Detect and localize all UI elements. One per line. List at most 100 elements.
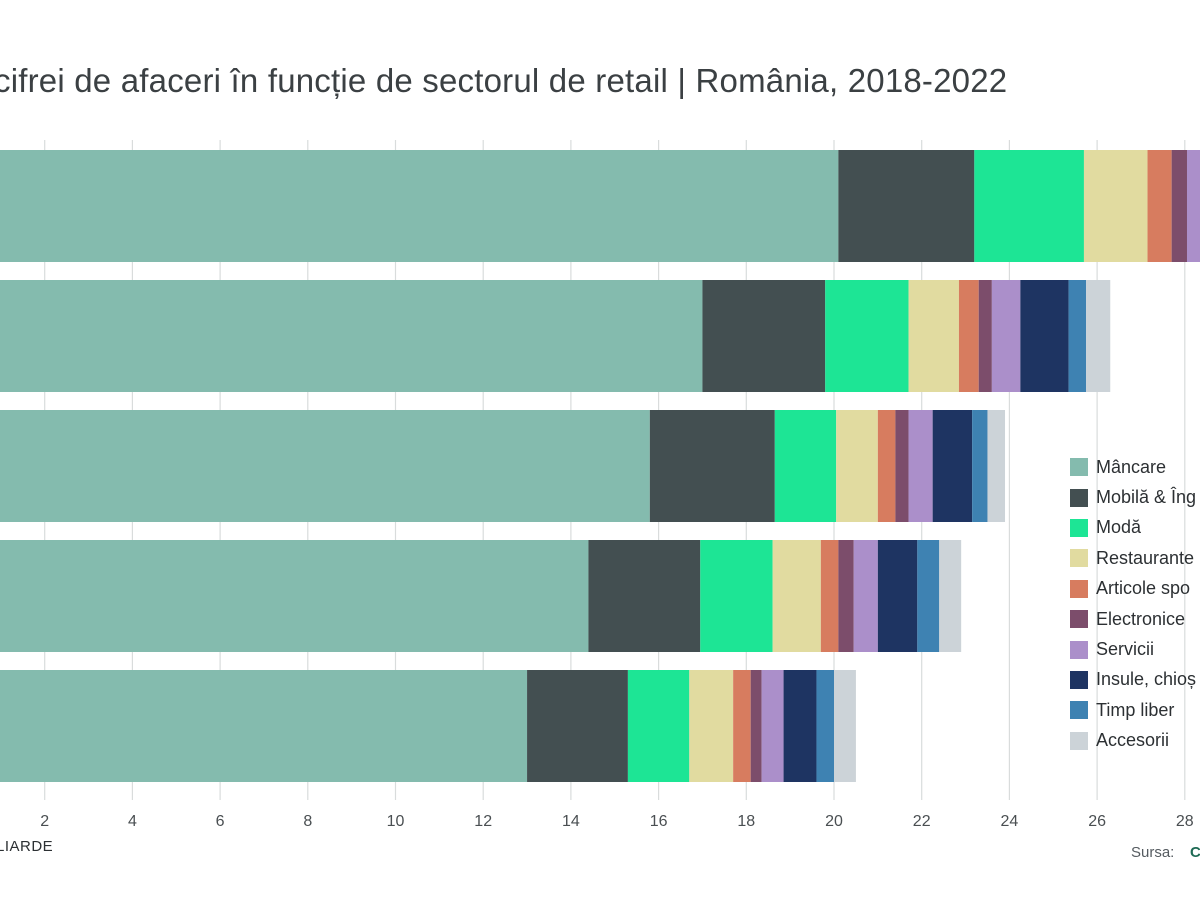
x-tick-label: 14: [562, 813, 580, 830]
bar-segment-mobilă-îng[interactable]: Mobilă & Îng (2020): 2.85: [649, 410, 775, 522]
legend-label: Restaurante: [1096, 547, 1195, 568]
bar-segment-restaurante[interactable]: Restaurante (2022): 1.45: [1083, 150, 1148, 262]
x-tick-label: 12: [474, 813, 492, 830]
bar-segment-articole-spo[interactable]: Articole spo (2021): 0.45: [958, 280, 979, 392]
x-tick-label: 20: [825, 813, 843, 830]
bar-segment-servicii[interactable]: Servicii (2019): 0.55: [853, 540, 878, 652]
bar-segment-servicii[interactable]: Servicii (2020): 0.55: [908, 410, 933, 522]
x-tick-label: 24: [1001, 813, 1019, 830]
bar-segment-articole-spo[interactable]: Articole spo (2018): 0.4: [733, 670, 751, 782]
bar-segment-mâncare[interactable]: Mâncare (2021): 17: [0, 280, 703, 392]
legend-label: Servicii: [1096, 639, 1155, 660]
legend: Mâncare Mobilă & Îng Modă Restaurante Artico…: [1070, 452, 1200, 756]
legend-item[interactable]: Mobilă & Îng: [1070, 482, 1200, 512]
bar-segment-timp-liber[interactable]: Timp liber (2018): 0.4: [816, 670, 834, 782]
bar-segment-modă[interactable]: Modă (2020): 1.4: [774, 410, 837, 522]
bar-segment-mâncare[interactable]: Mâncare (2019): 14.4: [0, 540, 589, 652]
x-axis-ticks: 2 4 6 8 10 12 14 16 18 20 22 24 26 28: [40, 813, 1194, 830]
legend-label: Accesorii: [1096, 730, 1170, 751]
bar-segment-servicii[interactable]: Servicii (2022): 0.7: [1186, 150, 1200, 262]
bar-segment-insule-chioș[interactable]: Insule, chioș (2020): 0.9: [932, 410, 973, 522]
bar-segment-mâncare[interactable]: Mâncare (2018): 13: [0, 670, 528, 782]
bar-segment-articole-spo[interactable]: Articole spo (2020): 0.4: [877, 410, 896, 522]
legend-swatch: [1070, 579, 1088, 598]
bar-row-2022: Mâncare (2022): 20.1Mobilă & Îng (2022):…: [0, 150, 1200, 262]
bar-segment-restaurante[interactable]: Restaurante (2021): 1.15: [908, 280, 959, 392]
legend-swatch: [1070, 610, 1088, 629]
bar-segment-mobilă-îng[interactable]: Mobilă & Îng (2021): 2.8: [702, 280, 826, 392]
bar-segment-servicii[interactable]: Servicii (2018): 0.5: [761, 670, 784, 782]
unit-label: LIARDE: [0, 838, 54, 855]
bar-segment-modă[interactable]: Modă (2022): 2.5: [974, 150, 1084, 262]
x-tick-label: 28: [1176, 813, 1194, 830]
legend-item[interactable]: Modă: [1070, 513, 1200, 543]
bar-segment-electronice[interactable]: Electronice (2021): 0.3: [978, 280, 992, 392]
bar-segment-restaurante[interactable]: Restaurante (2019): 1.1: [772, 540, 821, 652]
bar-segment-restaurante[interactable]: Restaurante (2018): 1: [689, 670, 734, 782]
legend-swatch: [1070, 701, 1088, 720]
legend-label: Mâncare: [1096, 456, 1167, 477]
legend-item[interactable]: Timp liber: [1070, 695, 1200, 725]
x-tick-label: 4: [128, 813, 137, 830]
bar-segment-timp-liber[interactable]: Timp liber (2021): 0.4: [1068, 280, 1087, 392]
x-tick-label: 10: [387, 813, 405, 830]
legend-swatch: [1070, 731, 1088, 750]
bar-segment-mobilă-îng[interactable]: Mobilă & Îng (2022): 3.1: [838, 150, 975, 262]
bar-segment-mobilă-îng[interactable]: Mobilă & Îng (2018): 2.3: [527, 670, 628, 782]
x-tick-label: 2: [40, 813, 49, 830]
legend-item[interactable]: Insule, chioș: [1070, 665, 1200, 695]
legend-item[interactable]: Electronice: [1070, 604, 1200, 634]
x-tick-label: 16: [650, 813, 668, 830]
x-tick-label: 6: [216, 813, 225, 830]
source-label: Sursa:: [1131, 844, 1175, 861]
bar-row-2018: Mâncare (2018): 13Mobilă & Îng (2018): 2…: [0, 670, 856, 782]
bar-segment-electronice[interactable]: Electronice (2019): 0.35: [838, 540, 854, 652]
source-logo: C: [1190, 844, 1200, 861]
x-tick-label: 8: [303, 813, 312, 830]
bar-segment-electronice[interactable]: Electronice (2022): 0.35: [1171, 150, 1187, 262]
bar-segment-electronice[interactable]: Electronice (2020): 0.3: [895, 410, 909, 522]
bar-segment-accesorii[interactable]: Accesorii (2021): 0.55: [1086, 280, 1111, 392]
legend-label: Electronice: [1096, 608, 1186, 629]
bar-segment-insule-chioș[interactable]: Insule, chioș (2021): 1.1: [1020, 280, 1069, 392]
bar-segment-insule-chioș[interactable]: Insule, chioș (2018): 0.75: [783, 670, 817, 782]
legend-item[interactable]: Accesorii: [1070, 726, 1200, 756]
x-tick-label: 26: [1088, 813, 1106, 830]
bar-row-2021: Mâncare (2021): 17Mobilă & Îng (2021): 2…: [0, 280, 1111, 392]
bar-segment-mâncare[interactable]: Mâncare (2020): 15.8: [0, 410, 650, 522]
bar-segment-mâncare[interactable]: Mâncare (2022): 20.1: [0, 150, 839, 262]
x-tick-label: 18: [737, 813, 755, 830]
legend-item[interactable]: Mâncare: [1070, 452, 1200, 482]
bar-segment-servicii[interactable]: Servicii (2021): 0.65: [991, 280, 1021, 392]
legend-item[interactable]: Servicii: [1070, 634, 1200, 664]
bar-segment-articole-spo[interactable]: Articole spo (2022): 0.55: [1147, 150, 1172, 262]
bar-segment-modă[interactable]: Modă (2018): 1.4: [627, 670, 690, 782]
legend-swatch: [1070, 458, 1088, 477]
bar-segment-timp-liber[interactable]: Timp liber (2019): 0.5: [917, 540, 940, 652]
legend-label: Articole spo: [1096, 578, 1191, 599]
x-tick-label: 22: [913, 813, 931, 830]
legend-item[interactable]: Articole spo: [1070, 574, 1200, 604]
bar-segment-accesorii[interactable]: Accesorii (2018): 0.5: [834, 670, 856, 782]
legend-swatch: [1070, 549, 1088, 568]
legend-swatch: [1070, 640, 1088, 659]
bar-segment-accesorii[interactable]: Accesorii (2019): 0.5: [939, 540, 962, 652]
bar-segment-restaurante[interactable]: Restaurante (2020): 0.95: [836, 410, 878, 522]
legend-label: Insule, chioș: [1096, 669, 1197, 690]
bar-segment-modă[interactable]: Modă (2021): 1.9: [825, 280, 909, 392]
legend-swatch: [1070, 488, 1088, 507]
bar-segment-articole-spo[interactable]: Articole spo (2019): 0.4: [820, 540, 839, 652]
bar-segment-accesorii[interactable]: Accesorii (2020): 0.4: [987, 410, 1006, 522]
legend-swatch: [1070, 518, 1088, 537]
legend-item[interactable]: Restaurante: [1070, 543, 1200, 573]
legend-label: Mobilă & Îng: [1096, 487, 1197, 508]
bar-segment-mobilă-îng[interactable]: Mobilă & Îng (2019): 2.55: [588, 540, 701, 652]
bar-segment-electronice[interactable]: Electronice (2018): 0.25: [750, 670, 762, 782]
chart-title: cifrei de afaceri în funcție de sectorul…: [0, 62, 1008, 99]
bar-stack-area: Mâncare (2022): 20.1Mobilă & Îng (2022):…: [0, 150, 1200, 782]
bar-segment-modă[interactable]: Modă (2019): 1.65: [700, 540, 773, 652]
bar-segment-insule-chioș[interactable]: Insule, chioș (2019): 0.9: [877, 540, 918, 652]
bar-row-2019: Mâncare (2019): 14.4Mobilă & Îng (2019):…: [0, 540, 962, 652]
bar-segment-timp-liber[interactable]: Timp liber (2020): 0.35: [972, 410, 988, 522]
legend-label: Timp liber: [1096, 699, 1175, 720]
